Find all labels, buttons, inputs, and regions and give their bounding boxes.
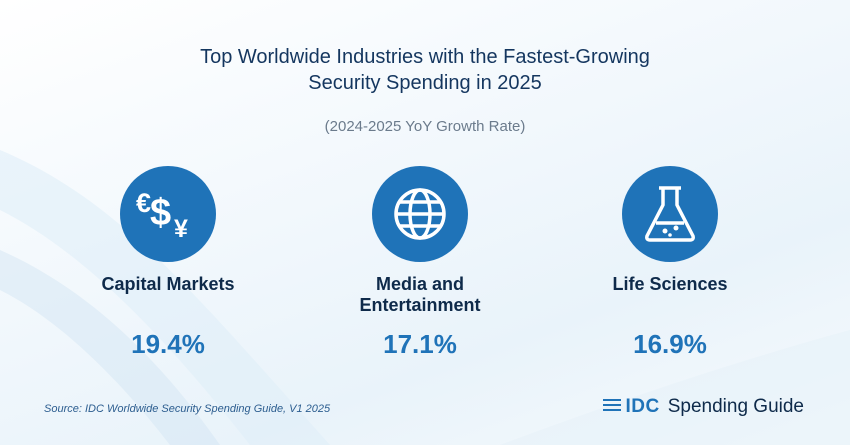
industry-label: Media and Entertainment <box>305 274 535 316</box>
industry-label-line-1: Media and <box>375 274 464 294</box>
flask-icon <box>622 166 718 262</box>
svg-text:€: € <box>136 188 151 218</box>
brand-logo: IDC Spending Guide <box>603 396 804 418</box>
source-note: Source: IDC Worldwide Security Spending … <box>44 403 331 415</box>
growth-rate-value: 16.9% <box>633 329 707 359</box>
industry-label-line-1: Life Sciences <box>612 274 728 294</box>
industry-label-line-2: Entertainment <box>359 295 481 315</box>
growth-rate-value: 17.1% <box>383 329 457 359</box>
industry-item-capital-markets: € $ ¥ Capital Markets 19.4% <box>53 166 283 360</box>
industry-item-life-sciences: Life Sciences 16.9% <box>555 166 785 360</box>
chart-title-line-2: Security Spending in 2025 <box>308 72 542 94</box>
globe-icon <box>372 166 468 262</box>
currency-exchange-icon: € $ ¥ <box>120 166 216 262</box>
chart-title-line-1: Top Worldwide Industries with the Fastes… <box>200 46 650 68</box>
idc-mark-icon <box>603 397 622 418</box>
svg-text:¥: ¥ <box>174 215 188 243</box>
brand-suffix: Spending Guide <box>667 396 804 417</box>
brand-logo-text: IDC <box>625 396 660 417</box>
industry-label-line-1: Capital Markets <box>101 274 235 294</box>
industry-label: Life Sciences <box>555 274 785 316</box>
chart-subtitle: (2024-2025 YoY Growth Rate) <box>324 118 526 135</box>
svg-text:$: $ <box>150 192 171 234</box>
growth-rate-value: 19.4% <box>131 329 205 359</box>
industry-label: Capital Markets <box>53 274 283 316</box>
industry-item-media-entertainment: Media and Entertainment 17.1% <box>305 166 535 360</box>
